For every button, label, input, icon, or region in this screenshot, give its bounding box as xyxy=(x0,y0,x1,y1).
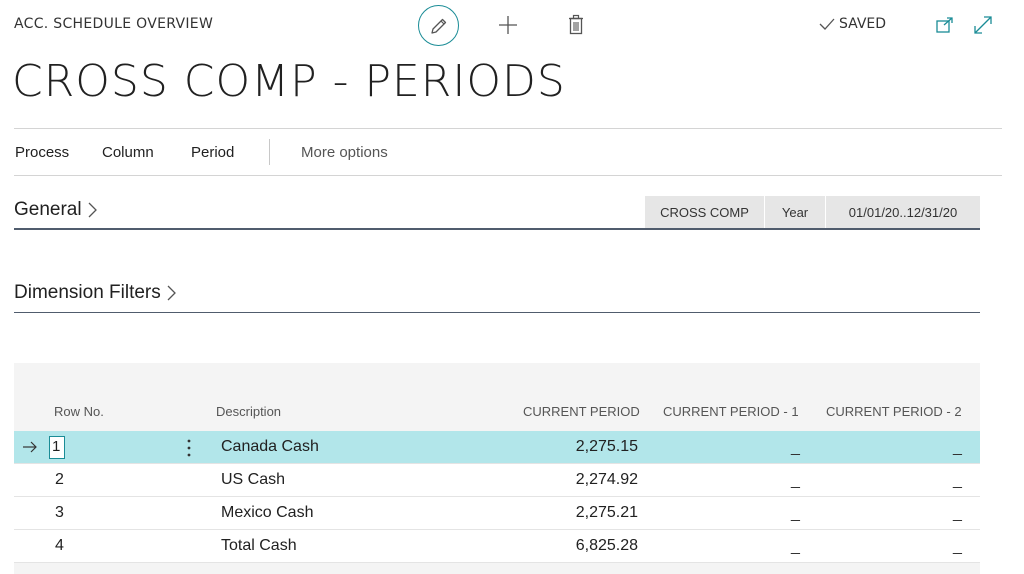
edit-button[interactable] xyxy=(418,5,459,46)
vertical-ellipsis-icon[interactable] xyxy=(186,438,192,458)
row-no[interactable]: 4 xyxy=(55,537,64,554)
open-in-new-window-icon xyxy=(936,17,953,33)
checkmark-icon xyxy=(819,18,835,30)
saved-status: SAVED xyxy=(818,16,886,32)
row-current-period-1[interactable]: _ xyxy=(791,505,800,522)
row-current-period-2[interactable]: _ xyxy=(953,538,962,555)
plus-icon xyxy=(499,16,517,34)
row-description[interactable]: US Cash xyxy=(221,471,286,488)
column-header-current-period[interactable]: CURRENT PERIOD xyxy=(523,404,640,419)
section-dimension-filters-label: Dimension Filters xyxy=(14,282,161,303)
action-separator xyxy=(269,139,270,165)
action-bar-divider xyxy=(14,175,1002,176)
summary-layout: CROSS COMP xyxy=(645,196,765,228)
trash-icon xyxy=(569,14,583,35)
expand-icon xyxy=(974,16,992,34)
row-current-period-2[interactable]: _ xyxy=(953,439,962,456)
action-period[interactable]: Period xyxy=(191,144,235,161)
row-no[interactable]: 3 xyxy=(55,504,64,521)
table-row[interactable]: 4 Total Cash 6,825.28 _ _ xyxy=(14,530,980,563)
table-row[interactable]: 1 Canada Cash 2,275.15 _ _ xyxy=(14,431,980,464)
row-current-period-2[interactable]: _ xyxy=(953,472,962,489)
row-current-period[interactable]: 2,275.21 xyxy=(575,504,638,521)
summary-date-filter: 01/01/20..12/31/20 xyxy=(826,196,980,228)
section-general-underline xyxy=(14,228,646,230)
row-current-period-1[interactable]: _ xyxy=(791,439,800,456)
table-row[interactable]: 3 Mexico Cash 2,275.21 _ _ xyxy=(14,497,980,530)
chevron-right-icon xyxy=(167,285,176,301)
row-no-field[interactable]: 1 xyxy=(49,436,65,459)
action-more-options[interactable]: More options xyxy=(301,144,388,161)
open-new-window-button[interactable] xyxy=(932,12,958,38)
section-dimension-filters-underline xyxy=(14,312,980,313)
chevron-right-icon xyxy=(88,202,97,218)
delete-button[interactable] xyxy=(563,12,589,38)
column-header-row-no[interactable]: Row No. xyxy=(54,404,104,419)
saved-label: SAVED xyxy=(839,16,887,32)
row-current-period-1[interactable]: _ xyxy=(791,538,800,555)
row-no[interactable]: 2 xyxy=(55,471,64,488)
arrow-right-icon xyxy=(23,441,37,453)
row-description[interactable]: Canada Cash xyxy=(221,438,319,455)
pencil-icon xyxy=(430,18,446,34)
title-divider xyxy=(14,128,1002,129)
row-current-period[interactable]: 2,274.92 xyxy=(575,471,638,488)
section-general-label: General xyxy=(14,199,82,220)
row-current-period-2[interactable]: _ xyxy=(953,505,962,522)
section-dimension-filters[interactable]: Dimension Filters xyxy=(14,282,177,304)
row-current-period[interactable]: 6,825.28 xyxy=(575,537,638,554)
row-description[interactable]: Mexico Cash xyxy=(221,504,314,521)
action-column[interactable]: Column xyxy=(102,144,154,161)
column-header-description[interactable]: Description xyxy=(216,404,282,419)
table-row[interactable]: 2 US Cash 2,274.92 _ _ xyxy=(14,464,980,497)
page-title: CROSS COMP - PERIODS xyxy=(12,56,566,107)
row-current-period-1[interactable]: _ xyxy=(791,472,800,489)
row-description[interactable]: Total Cash xyxy=(221,537,297,554)
new-button[interactable] xyxy=(495,12,521,38)
summary-period-type: Year xyxy=(765,196,826,228)
row-current-period[interactable]: 2,275.15 xyxy=(575,438,638,455)
general-summary: CROSS COMP Year 01/01/20..12/31/20 xyxy=(645,196,980,230)
column-header-current-period-1[interactable]: CURRENT PERIOD - 1 xyxy=(663,404,799,419)
top-bar: ACC. SCHEDULE OVERVIEW SAVED xyxy=(0,0,1024,52)
section-general[interactable]: General xyxy=(14,199,98,221)
expand-button[interactable] xyxy=(970,12,996,38)
page-caption: ACC. SCHEDULE OVERVIEW xyxy=(14,16,214,32)
action-process[interactable]: Process xyxy=(15,144,70,161)
column-header-current-period-2[interactable]: CURRENT PERIOD - 2 xyxy=(826,404,962,419)
